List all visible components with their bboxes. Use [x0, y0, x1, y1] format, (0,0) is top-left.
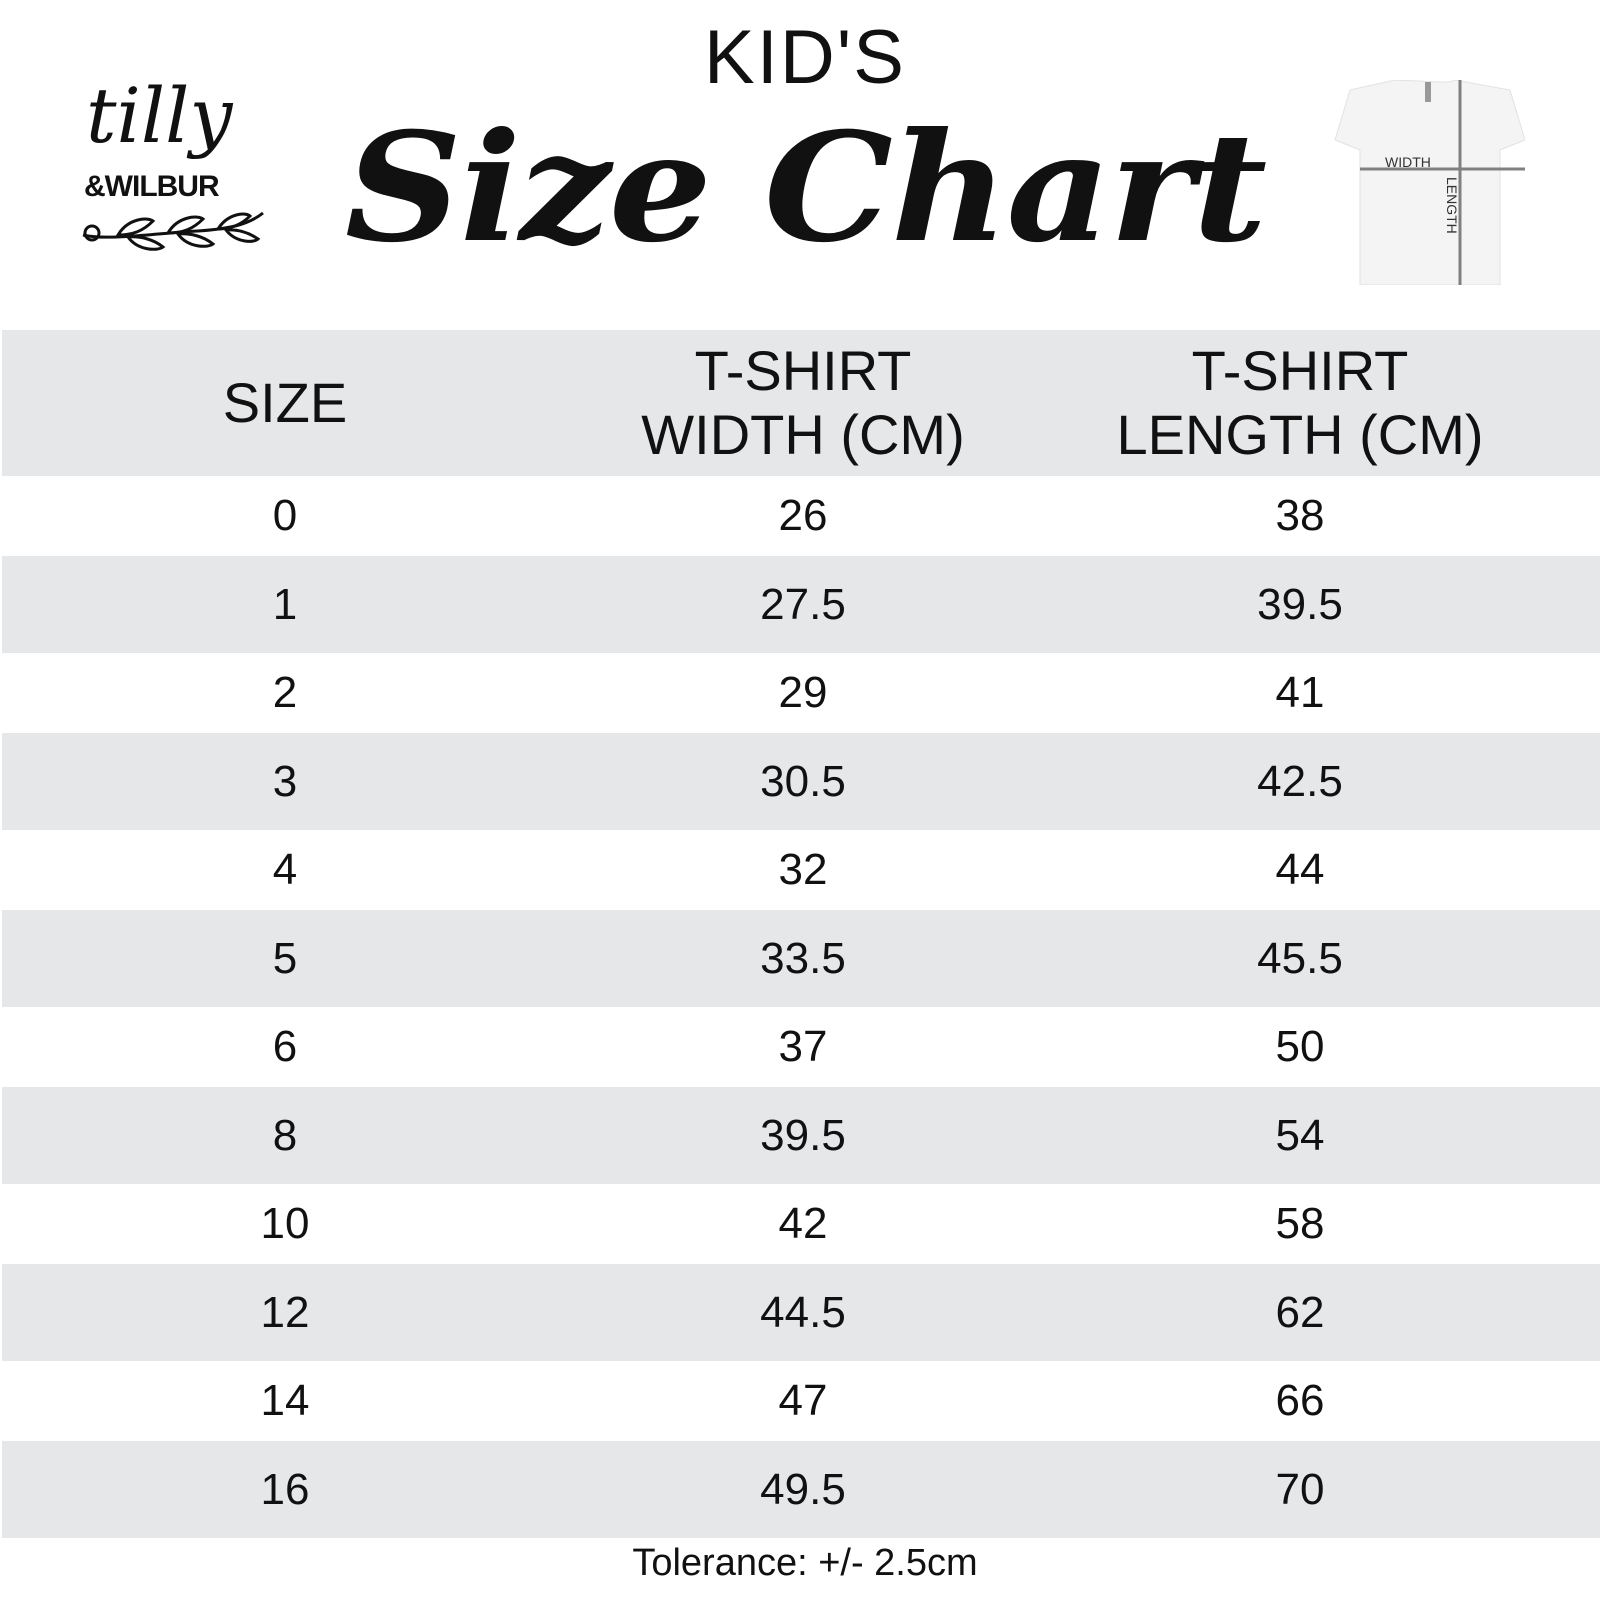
- table-row: 10 42 58: [2, 1184, 1600, 1264]
- table-row: 0 26 38: [2, 476, 1600, 556]
- table-row: 5 33.5 45.5: [2, 910, 1600, 1007]
- table-row: 4 32 44: [2, 830, 1600, 910]
- width-cell: 47: [778, 1376, 828, 1425]
- tolerance-note: Tolerance: +/- 2.5cm: [632, 1542, 978, 1584]
- length-cell: 41: [1275, 668, 1325, 717]
- size-cell: 3: [272, 756, 298, 806]
- length-cell: 42.5: [1257, 756, 1343, 806]
- brand-logo: tilly &WILBUR: [78, 78, 268, 268]
- table-row: 12 44.5 62: [2, 1264, 1600, 1361]
- size-cell: 4: [272, 845, 298, 894]
- width-cell: 30.5: [760, 756, 846, 806]
- subtitle: KID'S: [704, 15, 906, 100]
- tshirt-diagram: WIDTH LENGTH: [1334, 80, 1525, 285]
- size-cell: 5: [272, 933, 298, 983]
- size-cell: 0: [272, 491, 298, 540]
- width-label: WIDTH: [1385, 154, 1431, 170]
- header-text: SIZE: [222, 371, 348, 434]
- length-label: LENGTH: [1444, 177, 1460, 234]
- table-row: 16 49.5 70: [2, 1441, 1600, 1538]
- width-cell: 42: [778, 1199, 828, 1248]
- size-cell: 10: [260, 1199, 310, 1248]
- width-cell: 29: [778, 668, 828, 717]
- header-size: SIZE: [223, 371, 347, 435]
- length-cell: 54: [1275, 1110, 1325, 1160]
- size-cell: 16: [260, 1464, 310, 1514]
- size-cell: 12: [260, 1287, 310, 1337]
- length-cell: 45.5: [1257, 933, 1343, 983]
- size-cell: 1: [272, 579, 298, 629]
- width-cell: 33.5: [760, 933, 846, 983]
- width-cell: 32: [778, 845, 828, 894]
- length-cell: 70: [1275, 1464, 1325, 1514]
- table-header: SIZE T-SHIRT WIDTH (CM) T-SHIRT LENGTH (CM…: [2, 330, 1600, 476]
- table-row: 6 37 50: [2, 1007, 1600, 1087]
- size-cell: 6: [272, 1022, 298, 1071]
- length-cell: 58: [1275, 1199, 1325, 1248]
- length-cell: 50: [1275, 1022, 1325, 1071]
- page-title: Size Chart: [344, 100, 1267, 276]
- table-row: 8 39.5 54: [2, 1087, 1600, 1184]
- table-row: 14 47 66: [2, 1361, 1600, 1441]
- size-table: SIZE T-SHIRT WIDTH (CM) T-SHIRT LENGTH (CM…: [2, 330, 1600, 1538]
- length-cell: 62: [1275, 1287, 1325, 1337]
- header-length: T-SHIRT LENGTH (CM): [1116, 339, 1483, 467]
- length-cell: 44: [1275, 845, 1325, 894]
- logo-line1: tilly: [86, 71, 233, 160]
- width-cell: 26: [778, 491, 828, 540]
- width-cell: 44.5: [760, 1287, 846, 1337]
- length-cell: 38: [1275, 491, 1325, 540]
- table-row: 2 29 41: [2, 653, 1600, 733]
- logo-line2: &WILBUR: [84, 170, 220, 203]
- header-text: T-SHIRT: [694, 339, 912, 402]
- header-text: T-SHIRT: [1191, 339, 1409, 402]
- header-width: T-SHIRT WIDTH (CM): [641, 339, 964, 467]
- table-row: 1 27.5 39.5: [2, 556, 1600, 653]
- width-cell: 49.5: [760, 1464, 846, 1514]
- leaf-branch-icon: [82, 211, 264, 251]
- size-cell: 14: [260, 1376, 310, 1425]
- size-cell: 2: [272, 668, 298, 717]
- table-row: 3 30.5 42.5: [2, 733, 1600, 830]
- size-cell: 8: [272, 1110, 298, 1160]
- width-cell: 39.5: [760, 1110, 846, 1160]
- header-text: LENGTH (CM): [1116, 403, 1484, 466]
- width-cell: 27.5: [760, 579, 846, 629]
- length-cell: 66: [1275, 1376, 1325, 1425]
- length-cell: 39.5: [1257, 579, 1343, 629]
- width-cell: 37: [778, 1022, 828, 1071]
- header-text: WIDTH (CM): [641, 403, 965, 466]
